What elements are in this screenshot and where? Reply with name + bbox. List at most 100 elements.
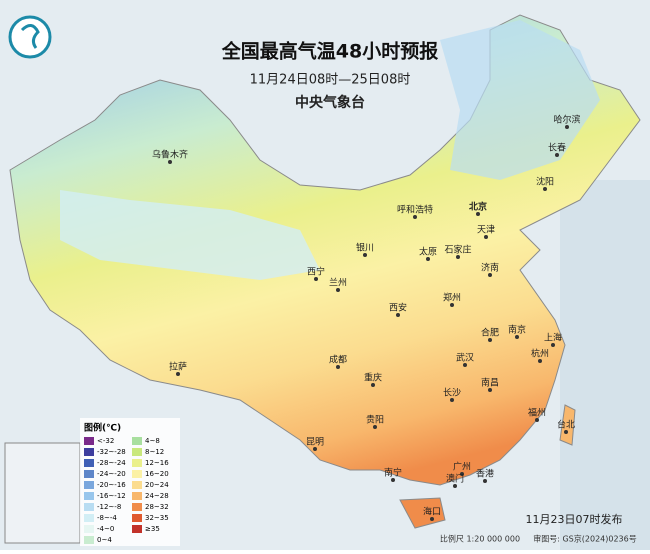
city-label: 台北 bbox=[557, 419, 575, 431]
city-label: 武汉 bbox=[456, 352, 474, 364]
city-dot bbox=[460, 472, 464, 476]
city-dot bbox=[373, 425, 377, 429]
legend-label: 4~8 bbox=[145, 437, 160, 445]
taiwan bbox=[559, 404, 576, 446]
city-dot bbox=[168, 160, 172, 164]
city-label: 昆明 bbox=[306, 437, 324, 448]
city-label: 合肥 bbox=[481, 327, 499, 339]
legend-swatch bbox=[132, 481, 142, 489]
legend-swatch bbox=[84, 536, 94, 544]
city-label: 银川 bbox=[356, 242, 374, 254]
legend-label: -24~-20 bbox=[97, 470, 126, 478]
legend-swatch bbox=[132, 470, 142, 478]
city-dot bbox=[413, 215, 417, 219]
city-dot bbox=[371, 383, 375, 387]
city-dot bbox=[565, 125, 569, 129]
city-label: 重庆 bbox=[364, 372, 382, 384]
city-label: 南昌 bbox=[481, 377, 499, 389]
legend-swatch bbox=[132, 459, 142, 467]
city-label: 南宁 bbox=[384, 467, 402, 479]
city-label: 香港 bbox=[476, 468, 494, 480]
city-label: 天津 bbox=[477, 225, 495, 236]
city-label: 广州 bbox=[453, 461, 471, 473]
city-dot bbox=[488, 388, 492, 392]
legend-label: -16~-12 bbox=[97, 492, 126, 500]
city-label: 济南 bbox=[481, 262, 499, 274]
legend-swatch bbox=[84, 503, 94, 511]
logo-mark bbox=[20, 24, 40, 49]
city-label: 杭州 bbox=[531, 348, 549, 360]
legend-label: 20~24 bbox=[145, 481, 169, 489]
city-dot bbox=[391, 478, 395, 482]
logo bbox=[8, 15, 52, 59]
city-label: 海口 bbox=[423, 506, 441, 518]
legend-label: 12~16 bbox=[145, 459, 169, 467]
city-dot bbox=[336, 288, 340, 292]
city-label: 长沙 bbox=[443, 387, 461, 399]
city-dot bbox=[314, 277, 318, 281]
city-dot bbox=[313, 447, 317, 451]
city-dot bbox=[476, 212, 480, 216]
city-label: 呼和浩特 bbox=[397, 204, 433, 216]
legend-label: <-32 bbox=[97, 437, 114, 445]
city-dot bbox=[450, 303, 454, 307]
city-dot bbox=[551, 343, 555, 347]
legend-label: -12~-8 bbox=[97, 503, 121, 511]
city-dot bbox=[538, 359, 542, 363]
legend-label: -28~-24 bbox=[97, 459, 126, 467]
city-dot bbox=[535, 418, 539, 422]
city-dot bbox=[555, 153, 559, 157]
legend-label: 8~12 bbox=[145, 448, 164, 456]
legend-label: 16~20 bbox=[145, 470, 169, 478]
legend-swatch bbox=[84, 492, 94, 500]
legend-swatch bbox=[84, 459, 94, 467]
legend-label: 24~28 bbox=[145, 492, 169, 500]
city-label: 西宁 bbox=[307, 266, 325, 278]
legend-label: 0~4 bbox=[97, 536, 112, 544]
city-dot bbox=[176, 372, 180, 376]
legend-label: 32~35 bbox=[145, 514, 169, 522]
legend-swatch bbox=[84, 437, 94, 445]
city-label: 南京 bbox=[508, 324, 526, 336]
sea bbox=[560, 180, 650, 550]
issued: 11月23日07时发布 bbox=[526, 512, 623, 526]
city-dot bbox=[488, 273, 492, 277]
city-dot bbox=[483, 479, 487, 483]
legend-swatch bbox=[84, 470, 94, 478]
title: 全国最高气温48小时预报 bbox=[221, 40, 438, 63]
legend-swatch bbox=[84, 514, 94, 522]
legend-label: -20~-16 bbox=[97, 481, 126, 489]
legend-label: 28~32 bbox=[145, 503, 169, 511]
legend-swatch bbox=[84, 448, 94, 456]
period: 11月24日08时—25日08时 bbox=[250, 73, 411, 88]
city-dot bbox=[453, 484, 457, 488]
city-dot bbox=[336, 365, 340, 369]
city-label: 郑州 bbox=[443, 292, 461, 304]
legend-swatch bbox=[132, 525, 142, 533]
city-dot bbox=[463, 363, 467, 367]
city-label: 福州 bbox=[528, 407, 546, 419]
city-dot bbox=[396, 313, 400, 317]
city-dot bbox=[430, 517, 434, 521]
legend-swatch bbox=[84, 525, 94, 533]
city-label: 石家庄 bbox=[444, 244, 471, 256]
legend-label: ≥35 bbox=[145, 525, 160, 533]
legend-label: -8~-4 bbox=[97, 514, 117, 522]
scale: 比例尺 1:20 000 000 bbox=[440, 534, 520, 544]
legend-swatch bbox=[132, 514, 142, 522]
city-label: 长春 bbox=[548, 142, 566, 154]
city-dot bbox=[488, 338, 492, 342]
city-label: 西安 bbox=[389, 302, 407, 314]
city-dot bbox=[450, 398, 454, 402]
city-dot bbox=[564, 430, 568, 434]
city-label: 太原 bbox=[419, 246, 437, 258]
city-label: 上海 bbox=[544, 332, 562, 344]
city-label: 哈尔滨 bbox=[553, 114, 580, 126]
city-dot bbox=[456, 255, 460, 259]
city-label: 贵阳 bbox=[366, 414, 384, 426]
city-label: 兰州 bbox=[329, 277, 347, 289]
city-dot bbox=[363, 253, 367, 257]
legend-swatch bbox=[132, 448, 142, 456]
legend: 图例(℃) <-32 -32~-28 -28~-24 -24~-20 -20~-16 -1… bbox=[80, 418, 180, 546]
